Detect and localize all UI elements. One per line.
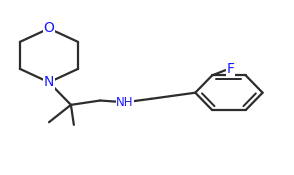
Text: F: F [227, 62, 235, 76]
Text: O: O [44, 22, 54, 36]
Text: N: N [44, 75, 54, 89]
Text: NH: NH [116, 96, 134, 109]
